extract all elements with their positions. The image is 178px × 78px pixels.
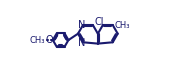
Text: Cl: Cl	[94, 17, 104, 27]
Text: CH₃: CH₃	[114, 21, 130, 30]
Text: O: O	[46, 35, 53, 45]
Text: CH₃: CH₃	[30, 36, 45, 45]
Text: N: N	[78, 20, 86, 30]
Text: N: N	[78, 38, 86, 48]
